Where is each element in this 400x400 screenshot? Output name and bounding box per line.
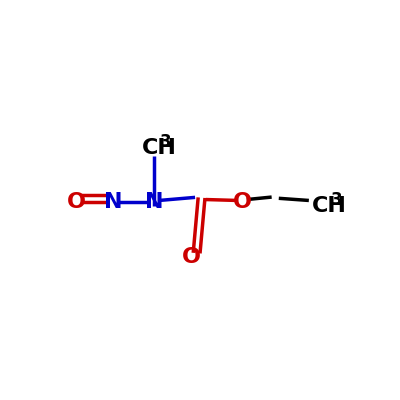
Text: 3: 3 <box>160 133 172 151</box>
Text: O: O <box>233 192 252 212</box>
Text: N: N <box>104 192 123 212</box>
Text: O: O <box>182 248 200 268</box>
Text: CH: CH <box>312 196 347 216</box>
Text: O: O <box>67 192 86 212</box>
Text: N: N <box>145 192 163 212</box>
Text: CH: CH <box>142 138 176 158</box>
Text: 3: 3 <box>330 191 342 209</box>
